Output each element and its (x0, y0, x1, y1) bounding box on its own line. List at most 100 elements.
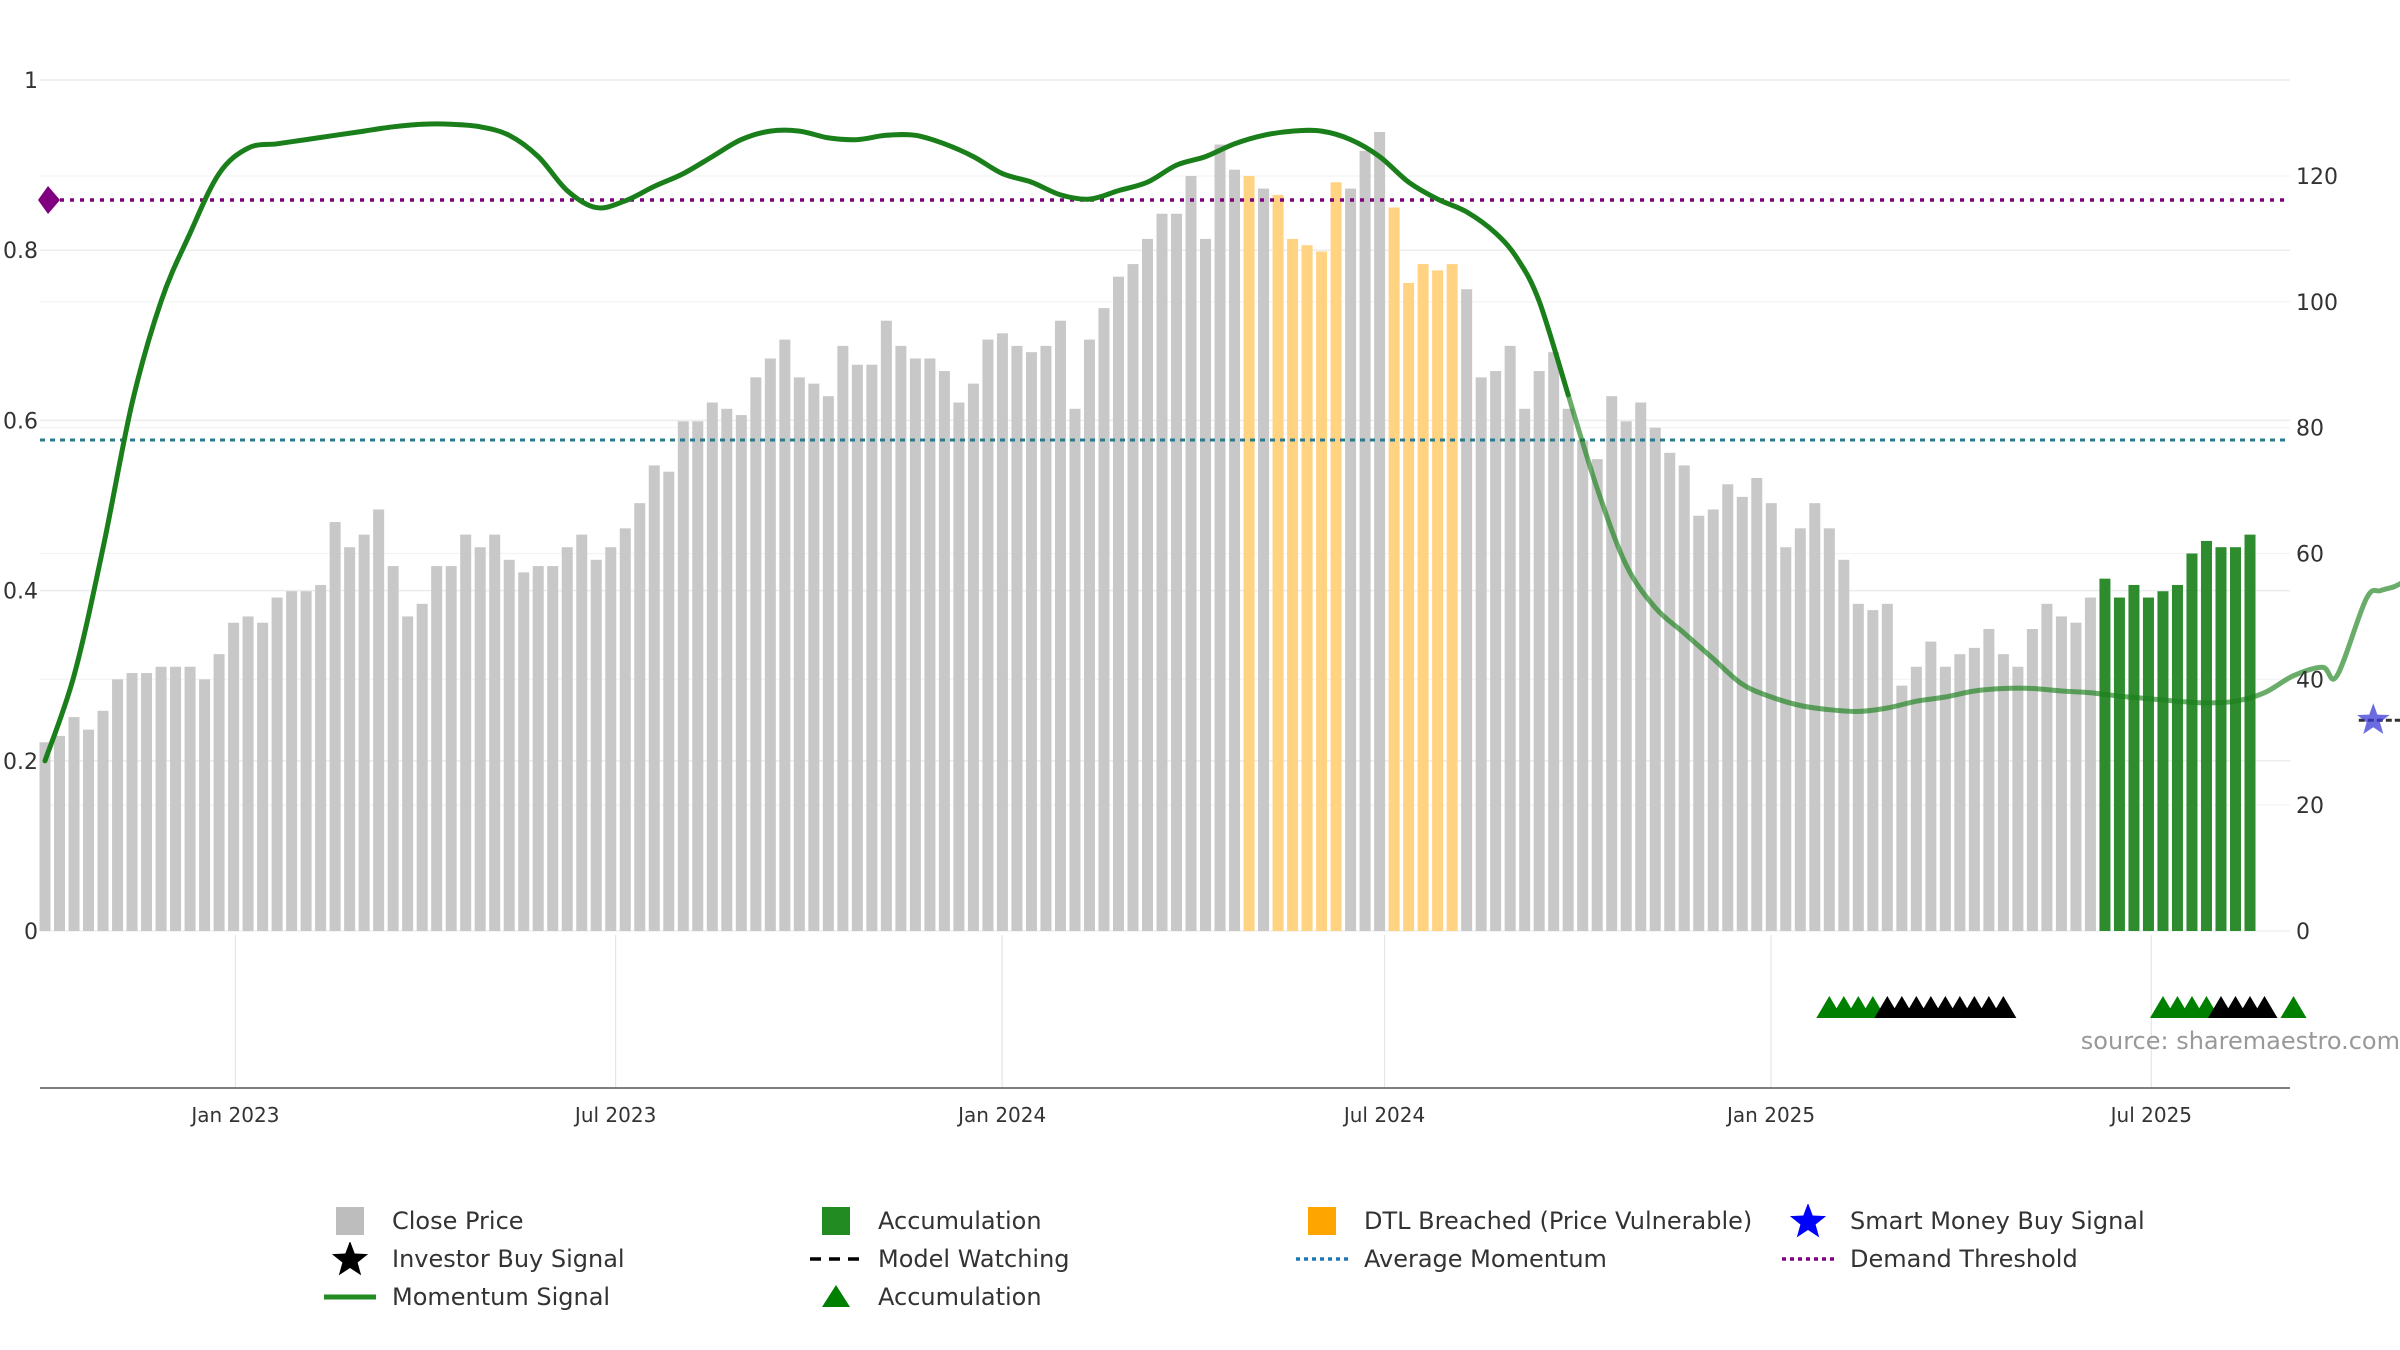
accumulation-marker (2280, 996, 2307, 1018)
price-bar (532, 566, 544, 931)
price-bar (1069, 408, 1081, 932)
price-bar (1693, 515, 1705, 931)
axes: Jan 2023 Jul 2023 Jan 2024 Jul 2024 Jan 2025… (3, 69, 2338, 1127)
left-tick-label: 0.6 (3, 409, 38, 434)
price-bar (1910, 666, 1922, 931)
price-bar (648, 465, 660, 931)
price-bar (822, 396, 834, 931)
x-tick-label: Jul 2023 (573, 1103, 656, 1127)
price-bar (1649, 427, 1661, 931)
price-bar (2229, 547, 2241, 931)
price-bar (2099, 578, 2111, 931)
price-bar (1620, 421, 1632, 931)
price-bar (1794, 528, 1806, 931)
price-bar (445, 566, 457, 931)
price-bar (242, 616, 254, 931)
price-bar (1591, 459, 1603, 931)
price-bar (489, 534, 501, 931)
price-bar (2113, 597, 2125, 931)
price-bar (793, 377, 805, 931)
price-bar (141, 673, 153, 931)
price-bar (982, 339, 994, 931)
price-bar (2012, 666, 2024, 931)
price-bar (257, 622, 269, 931)
price-bar (170, 666, 182, 931)
price-bar (1127, 264, 1139, 931)
price-bar (387, 566, 399, 931)
momentum-line (42, 121, 2400, 764)
price-bar (1736, 496, 1748, 931)
price-bar (1664, 452, 1676, 931)
price-bar (1040, 345, 1052, 931)
right-tick-label: 80 (2296, 417, 2324, 442)
price-bars (39, 131, 2256, 932)
price-bar (1214, 144, 1226, 931)
right-tick-label: 40 (2296, 668, 2324, 693)
price-bar (808, 383, 820, 931)
price-bar (851, 364, 863, 931)
right-tick-label: 60 (2296, 543, 2324, 568)
price-bar (1098, 308, 1110, 931)
price-bar (880, 320, 892, 931)
price-bar (460, 534, 472, 931)
price-bar (126, 673, 138, 931)
x-tick-label: Jan 2023 (189, 1103, 279, 1127)
price-bar (1765, 503, 1777, 931)
price-bar (1983, 629, 1995, 931)
price-bar (953, 402, 965, 931)
price-bar (735, 415, 747, 931)
price-bar (184, 666, 196, 931)
price-bar (677, 421, 689, 931)
price-bar (721, 408, 733, 932)
price-bar (779, 339, 791, 931)
price-bar (1577, 440, 1589, 931)
price-bar (2041, 603, 2053, 931)
price-bar (1025, 352, 1037, 932)
price-bar (2171, 584, 2183, 931)
x-tick-label: Jan 2025 (1725, 1103, 1815, 1127)
price-bar (329, 522, 341, 931)
price-bar (1287, 238, 1299, 931)
price-bar (1112, 276, 1124, 932)
price-bar (1272, 194, 1284, 931)
price-bar (2157, 591, 2169, 931)
price-bar (1243, 176, 1255, 931)
price-bar (1403, 282, 1415, 931)
price-bar (1475, 377, 1487, 931)
price-bar (1083, 339, 1095, 931)
right-tick-label: 20 (2296, 794, 2324, 819)
price-bar (1968, 647, 1980, 931)
price-bar (1156, 213, 1168, 931)
price-bar (1374, 131, 1386, 932)
left-tick-label: 0.2 (3, 750, 38, 775)
price-bar (1229, 169, 1241, 932)
price-bar (1707, 509, 1719, 931)
price-bar (97, 710, 109, 931)
price-bar (1054, 320, 1066, 931)
price-bar (373, 509, 385, 931)
price-bar (1200, 238, 1212, 931)
price-bar (431, 566, 443, 931)
price-bar (996, 333, 1008, 932)
price-bar (1722, 484, 1734, 931)
price-bar (590, 559, 602, 931)
investor-buy-marker (2251, 996, 2278, 1018)
price-bar (155, 666, 167, 931)
price-bar (474, 547, 486, 931)
price-bar (1780, 547, 1792, 931)
price-bar (228, 622, 240, 931)
price-bar (39, 742, 51, 931)
price-bar (2026, 629, 2038, 931)
price-bar (2215, 547, 2227, 931)
x-tick-label: Jan 2024 (956, 1103, 1046, 1127)
signal-markers (1816, 703, 2400, 1018)
price-bar (1925, 641, 1937, 931)
left-tick-label: 1 (24, 69, 38, 94)
right-tick-label: 0 (2296, 920, 2310, 945)
price-bar (605, 547, 617, 931)
price-bar (547, 566, 559, 931)
price-bar (402, 616, 414, 931)
price-bar (2186, 553, 2198, 931)
price-bar (1345, 188, 1357, 932)
